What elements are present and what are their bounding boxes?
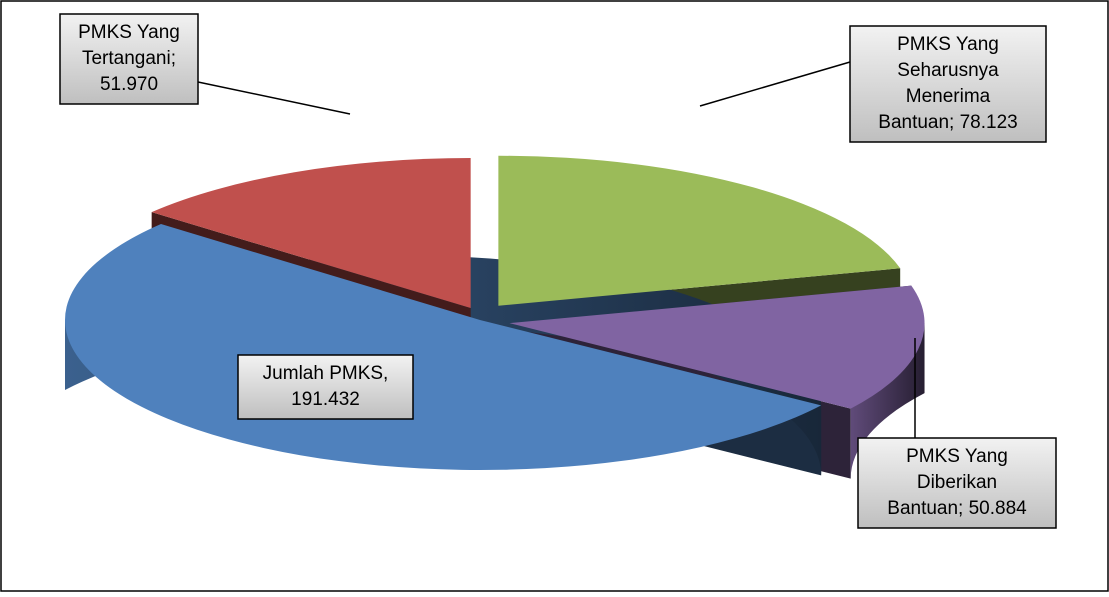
chart: PMKS Yang Seharusnya Menerima Bantuan; 78.1… bbox=[0, 0, 1109, 592]
data-label: Menerima bbox=[906, 86, 991, 107]
data-label: Tertangani; bbox=[82, 48, 176, 69]
data-label: Diberikan bbox=[917, 472, 997, 493]
data-label: PMKS Yang bbox=[78, 22, 180, 43]
data-label: Bantuan; 78.123 bbox=[878, 112, 1017, 133]
data-label: PMKS Yang bbox=[906, 446, 1008, 467]
data-label: Bantuan; 50.884 bbox=[887, 498, 1027, 519]
data-label: Seharusnya bbox=[897, 60, 999, 81]
data-label: 51.970 bbox=[100, 74, 158, 95]
data-label: 191.432 bbox=[291, 389, 360, 410]
data-label: PMKS Yang bbox=[897, 34, 999, 55]
data-label: Jumlah PMKS, bbox=[263, 363, 389, 384]
